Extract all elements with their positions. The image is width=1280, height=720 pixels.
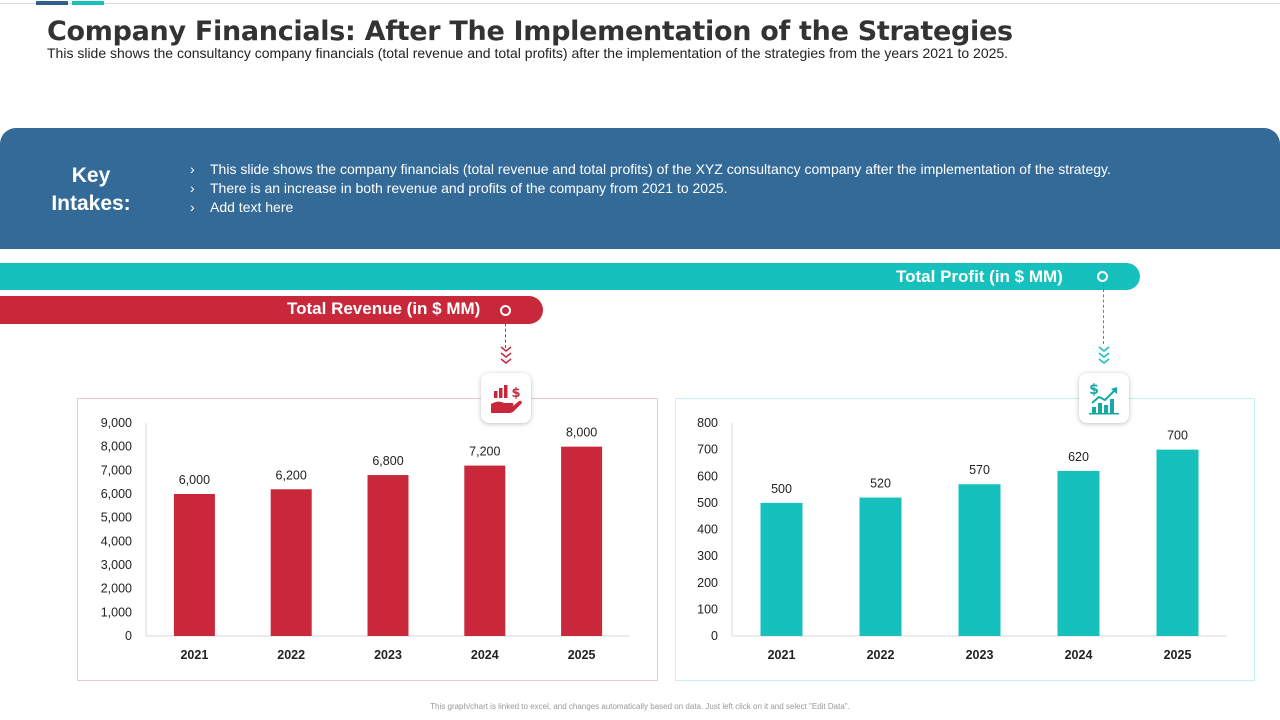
profit-x-tick-label: 2021 (768, 648, 796, 662)
revenue-x-tick-label: 2025 (568, 648, 596, 662)
profit-x-tick-label: 2023 (966, 648, 994, 662)
footnote: This graph/chart is linked to excel, and… (430, 702, 850, 711)
profit-value-label: 500 (771, 482, 792, 496)
top-accent-teal (72, 1, 104, 5)
chevron-right-icon: › (190, 180, 195, 196)
revenue-label: Total Revenue (in $ MM) (287, 299, 481, 318)
revenue-value-label: 6,800 (372, 454, 403, 468)
revenue-x-tick-label: 2023 (374, 648, 402, 662)
revenue-marker-icon (500, 305, 511, 316)
key-intake-item: › There is an increase in both revenue an… (190, 180, 728, 196)
key-intake-item: › Add text here (190, 199, 294, 215)
revenue-x-tick-label: 2024 (471, 648, 499, 662)
revenue-x-tick-label: 2022 (277, 648, 305, 662)
profit-label: Total Profit (in $ MM) (896, 267, 1063, 286)
revenue-connector (505, 318, 506, 348)
profit-y-tick-label: 600 (697, 469, 718, 483)
revenue-y-tick-label: 8,000 (101, 440, 132, 454)
revenue-value-label: 8,000 (566, 426, 597, 440)
revenue-y-tick-label: 9,000 (101, 416, 132, 430)
profit-chevrons-down-icon (1098, 346, 1110, 364)
revenue-y-tick-label: 1,000 (101, 605, 132, 619)
revenue-y-tick-label: 7,000 (101, 463, 132, 477)
revenue-y-tick-label: 3,000 (101, 558, 132, 572)
profit-y-tick-label: 0 (711, 629, 718, 643)
page-subtitle: This slide shows the consultancy company… (47, 45, 1009, 61)
profit-bar-2021 (760, 502, 803, 636)
revenue-bar-2024 (464, 465, 506, 636)
revenue-x-tick-label: 2021 (180, 648, 208, 662)
profit-y-tick-label: 400 (697, 523, 718, 537)
profit-connector (1103, 284, 1104, 344)
revenue-label-bar (0, 296, 543, 324)
revenue-icon-box: $ (481, 373, 531, 423)
revenue-chart: 0 1,000 2,000 3,000 4,000 5,000 6,000 7,000 8,00… (101, 416, 630, 662)
profit-value-label: 620 (1068, 450, 1089, 464)
profit-y-tick-label: 300 (697, 549, 718, 563)
profit-icon-box: $ (1079, 373, 1129, 423)
revenue-y-tick-label: 0 (125, 629, 132, 643)
profit-x-tick-label: 2022 (867, 648, 895, 662)
profit-x-tick-label: 2024 (1065, 648, 1093, 662)
revenue-bar-2025 (561, 446, 603, 636)
revenue-value-label: 6,200 (276, 468, 307, 482)
key-intakes-title: Key Intakes: (51, 164, 131, 215)
profit-bar-2022 (859, 497, 902, 636)
profit-bar-2025 (1156, 449, 1199, 636)
chevron-right-icon: › (190, 161, 195, 177)
page-title: Company Financials: After The Implementa… (47, 16, 1013, 47)
svg-text:$: $ (1089, 382, 1099, 398)
chevron-right-icon: › (190, 199, 195, 215)
dollar-growth-chart-icon: $ (1089, 382, 1119, 415)
profit-chart: 0 100 200 300 400 500 600 700 800 500 2021 520 2022 5… (697, 416, 1227, 662)
revenue-value-label: 7,200 (469, 445, 500, 459)
profit-bar-2023 (958, 484, 1001, 636)
key-intake-item: › This slide shows the company financials… (190, 161, 1111, 177)
revenue-y-tick-label: 4,000 (101, 534, 132, 548)
revenue-bar-2023 (367, 475, 409, 636)
profit-x-tick-label: 2025 (1164, 648, 1192, 662)
profit-y-tick-label: 700 (697, 443, 718, 457)
profit-y-tick-label: 800 (697, 416, 718, 430)
profit-bar-2024 (1057, 470, 1100, 636)
profit-y-tick-label: 500 (697, 496, 718, 510)
top-accent-blue (36, 1, 68, 5)
profit-value-label: 520 (870, 477, 891, 491)
revenue-chart-panel: 0 1,000 2,000 3,000 4,000 5,000 6,000 7,000 8,00… (77, 398, 658, 681)
profit-y-tick-label: 200 (697, 576, 718, 590)
profit-label-bar (0, 263, 1140, 290)
revenue-bar-2021 (173, 494, 215, 636)
revenue-y-tick-label: 6,000 (101, 487, 132, 501)
key-intakes-banner (0, 128, 1280, 249)
revenue-y-tick-label: 5,000 (101, 511, 132, 525)
profit-chart-panel: 0 100 200 300 400 500 600 700 800 500 2021 520 2022 5… (675, 398, 1255, 681)
key-intakes-list: › This slide shows the company financials… (190, 160, 1111, 217)
profit-value-label: 570 (969, 463, 990, 477)
top-divider (0, 3, 1280, 4)
revenue-bar-2022 (270, 489, 312, 636)
profit-marker-icon (1097, 271, 1108, 282)
revenue-value-label: 6,000 (179, 473, 210, 487)
profit-value-label: 700 (1167, 429, 1188, 443)
money-hand-icon: $ (491, 385, 522, 413)
svg-text:$: $ (511, 386, 520, 401)
revenue-y-tick-label: 2,000 (101, 582, 132, 596)
revenue-chevrons-down-icon (500, 346, 512, 364)
profit-y-tick-label: 100 (697, 602, 718, 616)
